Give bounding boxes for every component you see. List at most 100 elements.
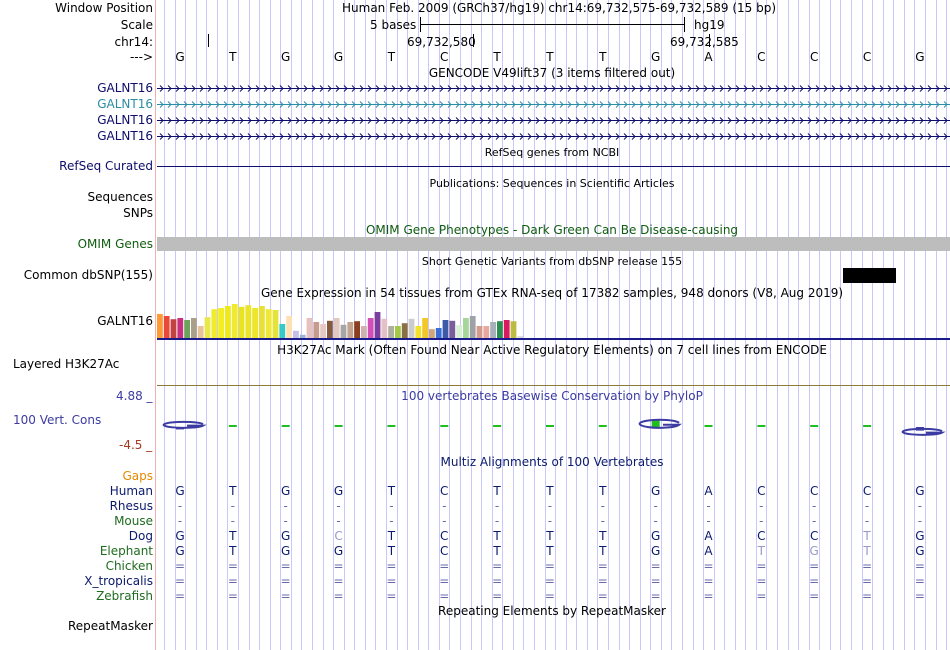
reference-base: G: [281, 50, 291, 64]
gtex-tissue-bar: [293, 330, 299, 338]
aligned-base: -: [177, 514, 183, 528]
species-label[interactable]: Elephant: [99, 544, 153, 558]
omim-label[interactable]: OMIM Genes: [77, 237, 153, 251]
aligned-base: =: [386, 559, 397, 573]
gtex-tissue-bar: [259, 306, 265, 338]
phylop-score-mark: [546, 425, 554, 427]
aligned-base: =: [650, 589, 661, 603]
aligned-base: =: [914, 589, 925, 603]
publications-track-title[interactable]: Publications: Sequences in Scientific Ar…: [429, 177, 675, 190]
gtex-tissue-bar: [422, 318, 428, 338]
phylop-track-title[interactable]: 100 vertebrates Basewise Conservation by…: [401, 389, 703, 403]
aligned-base: G: [650, 484, 661, 498]
reference-base: T: [493, 50, 501, 64]
aligned-base: =: [280, 589, 291, 603]
gtex-tissue-bar: [456, 325, 462, 338]
aligned-base: -: [917, 514, 923, 528]
gtex-tissue-bar: [197, 326, 204, 338]
species-label[interactable]: Mouse: [114, 514, 153, 528]
aligned-base: -: [336, 499, 341, 513]
species-label[interactable]: Rhesus: [109, 499, 153, 513]
aligned-base: =: [492, 589, 503, 603]
reference-base: T: [387, 50, 396, 64]
gtex-tissue-bar: [449, 320, 456, 338]
strand-arrow-label: --->: [129, 50, 153, 64]
gtex-tissue-bar: [265, 309, 272, 338]
refseq-label[interactable]: RefSeq Curated: [59, 159, 153, 173]
aligned-base: =: [809, 559, 820, 573]
species-label[interactable]: Human: [109, 484, 153, 498]
species-label[interactable]: Zebrafish: [96, 589, 153, 603]
gencode-transcript-label[interactable]: GALNT16: [97, 113, 153, 127]
phylop-label[interactable]: 100 Vert. Cons: [13, 413, 102, 427]
refseq-track-title[interactable]: RefSeq genes from NCBI: [484, 146, 620, 159]
aligned-base: G: [281, 544, 291, 558]
aligned-base: =: [862, 574, 873, 588]
scale-bases-text: 5 bases: [370, 18, 417, 32]
repeatmasker-track-title[interactable]: Repeating Elements by RepeatMasker: [438, 604, 666, 618]
phylop-score-mark: [387, 425, 396, 427]
aligned-base: -: [230, 499, 236, 513]
aligned-base: =: [227, 589, 238, 603]
aligned-base: =: [597, 589, 608, 603]
snps-label[interactable]: SNPs: [123, 206, 153, 220]
aligned-base: G: [333, 544, 344, 558]
phylop-score-mark: [228, 425, 237, 427]
species-label[interactable]: Chicken: [105, 559, 153, 573]
aligned-base: =: [544, 589, 555, 603]
aligned-base: G: [175, 484, 185, 498]
h3k27ac-label[interactable]: Layered H3K27Ac: [13, 357, 120, 371]
dbsnp-label[interactable]: Common dbSNP(155): [23, 268, 153, 282]
aligned-base: -: [494, 514, 500, 528]
gencode-track-title[interactable]: GENCODE V49lift37 (3 items filtered out): [428, 66, 676, 80]
aligned-base: -: [759, 514, 764, 528]
phylop-max-label: 4.88 _: [116, 389, 153, 403]
species-label[interactable]: Dog: [128, 529, 153, 543]
h3k27ac-track-title[interactable]: H3K27Ac Mark (Often Found Near Active Re…: [277, 343, 827, 357]
aligned-base: T: [599, 484, 607, 498]
gtex-tissue-bar: [388, 326, 394, 338]
phylop-score-mark: [651, 419, 660, 427]
phylop-score-mark: [440, 425, 449, 427]
aligned-base: =: [703, 589, 714, 603]
phylop-score-mark: [704, 425, 713, 427]
gtex-tissue-bar: [177, 318, 184, 338]
aligned-base: =: [756, 574, 767, 588]
gtex-tissue-bar: [469, 316, 476, 338]
sequences-label[interactable]: Sequences: [87, 190, 153, 204]
dbsnp-track-title[interactable]: Short Genetic Variants from dbSNP releas…: [421, 255, 683, 268]
gtex-track-title[interactable]: Gene Expression in 54 tissues from GTEx …: [260, 286, 844, 300]
aligned-base: T: [229, 544, 237, 558]
species-label[interactable]: X_tropicalis: [84, 574, 153, 588]
gencode-transcript-label[interactable]: GALNT16: [97, 97, 153, 111]
repeatmasker-label[interactable]: RepeatMasker: [67, 619, 153, 633]
gtex-tissue-bar: [374, 312, 381, 338]
gencode-transcript-label[interactable]: GALNT16: [97, 129, 153, 143]
phylop-score-mark: [281, 425, 290, 427]
aligned-base: -: [759, 499, 764, 513]
gencode-transcript-label[interactable]: GALNT16: [97, 81, 153, 95]
gencode-strand-arrows: [159, 101, 948, 108]
aligned-base: C: [757, 529, 766, 543]
gtex-label[interactable]: GALNT16: [97, 314, 153, 328]
aligned-base: G: [175, 529, 185, 543]
multiz-track-title[interactable]: Multiz Alignments of 100 Vertebrates: [440, 455, 664, 469]
reference-base: G: [333, 50, 344, 64]
gtex-tissue-bar: [313, 322, 320, 338]
chrom-label: chr14:: [114, 35, 153, 49]
gtex-tissue-bar: [306, 318, 313, 338]
gtex-tissue-bar: [442, 320, 449, 338]
aligned-base: -: [706, 514, 711, 528]
aligned-base: =: [650, 559, 661, 573]
omim-track-title[interactable]: OMIM Gene Phenotypes - Dark Green Can Be…: [365, 223, 739, 237]
gtex-tissue-bar: [347, 322, 354, 338]
gtex-tissue-bar: [415, 326, 422, 338]
conservation-logo-g: [901, 427, 946, 436]
aligned-base: =: [333, 589, 344, 603]
gtex-tissue-bar: [299, 334, 306, 338]
aligned-base: =: [386, 589, 397, 603]
aligned-base: -: [653, 499, 658, 513]
aligned-base: =: [439, 559, 450, 573]
aligned-base: =: [227, 574, 238, 588]
